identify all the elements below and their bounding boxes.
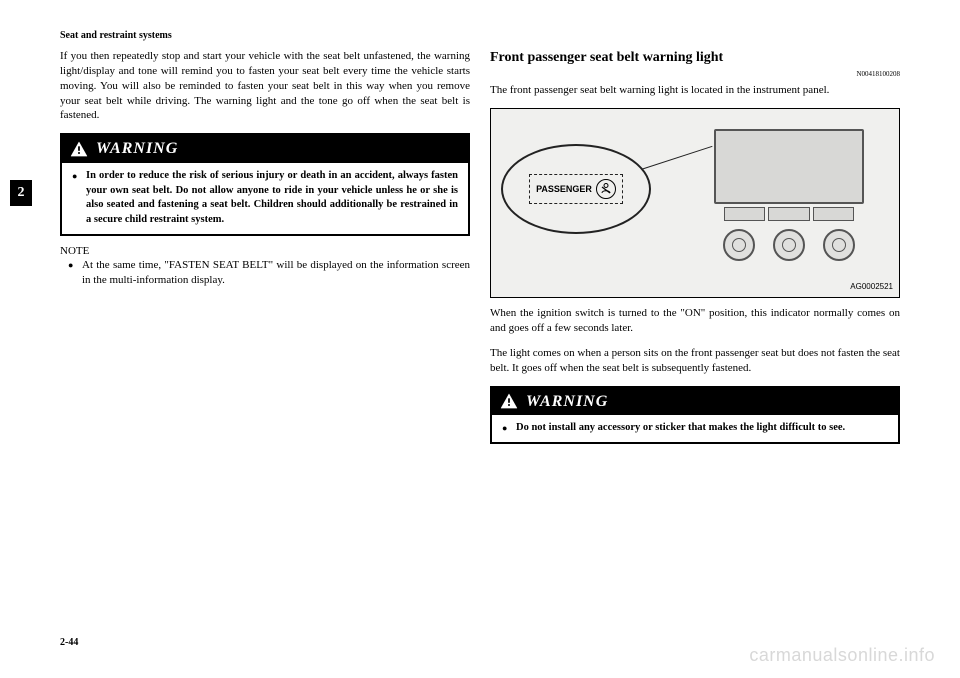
left-column: If you then repeatedly stop and start yo… (60, 49, 470, 658)
note-item: At the same time, "FASTEN SEAT BELT" wil… (82, 258, 470, 288)
passenger-label: PASSENGER (536, 183, 592, 195)
knob-icon (723, 229, 755, 261)
figure-dashboard: PASSENGER AG0002521 (490, 108, 900, 298)
warning-header: WARNING (492, 388, 898, 416)
warning-body: Do not install any accessory or sticker … (492, 415, 898, 442)
paragraph: The front passenger seat belt warning li… (490, 83, 900, 98)
dash-button (724, 207, 765, 221)
warning-box: WARNING Do not install any accessory or … (490, 386, 900, 444)
dashboard-screen (714, 129, 864, 204)
warning-header: WARNING (62, 135, 468, 163)
section-title: Front passenger seat belt warning light (490, 49, 900, 68)
warning-triangle-icon (70, 141, 88, 157)
content-columns: If you then repeatedly stop and start yo… (60, 49, 900, 658)
page-number: 2-44 (60, 637, 78, 648)
dashboard-knobs (714, 229, 864, 261)
warning-title: WARNING (526, 391, 608, 413)
paragraph: When the ignition switch is turned to th… (490, 306, 900, 336)
warning-item: Do not install any accessory or sticker … (516, 421, 888, 436)
dashboard-panel (689, 129, 889, 279)
callout-inner: PASSENGER (529, 174, 623, 204)
warning-body: In order to reduce the risk of serious i… (62, 163, 468, 234)
document-id: N00418100208 (490, 70, 900, 79)
warning-item: In order to reduce the risk of serious i… (86, 169, 458, 228)
callout-circle: PASSENGER (501, 144, 651, 234)
page-container: Seat and restraint systems If you then r… (0, 0, 960, 678)
knob-icon (773, 229, 805, 261)
note-list: At the same time, "FASTEN SEAT BELT" wil… (60, 258, 470, 288)
dashboard-buttons (724, 207, 854, 221)
seatbelt-icon (596, 179, 616, 199)
warning-title: WARNING (96, 138, 178, 160)
warning-box: WARNING In order to reduce the risk of s… (60, 133, 470, 235)
paragraph: If you then repeatedly stop and start yo… (60, 49, 470, 123)
dash-button (768, 207, 809, 221)
knob-icon (823, 229, 855, 261)
right-column: Front passenger seat belt warning light … (490, 49, 900, 658)
warning-triangle-icon (500, 393, 518, 409)
chapter-tab: 2 (10, 180, 32, 206)
paragraph: The light comes on when a person sits on… (490, 346, 900, 376)
section-header: Seat and restraint systems (60, 30, 900, 41)
note-label: NOTE (60, 244, 470, 259)
watermark: carmanualsonline.info (749, 645, 935, 666)
figure-label: AG0002521 (850, 282, 893, 293)
dash-button (813, 207, 854, 221)
